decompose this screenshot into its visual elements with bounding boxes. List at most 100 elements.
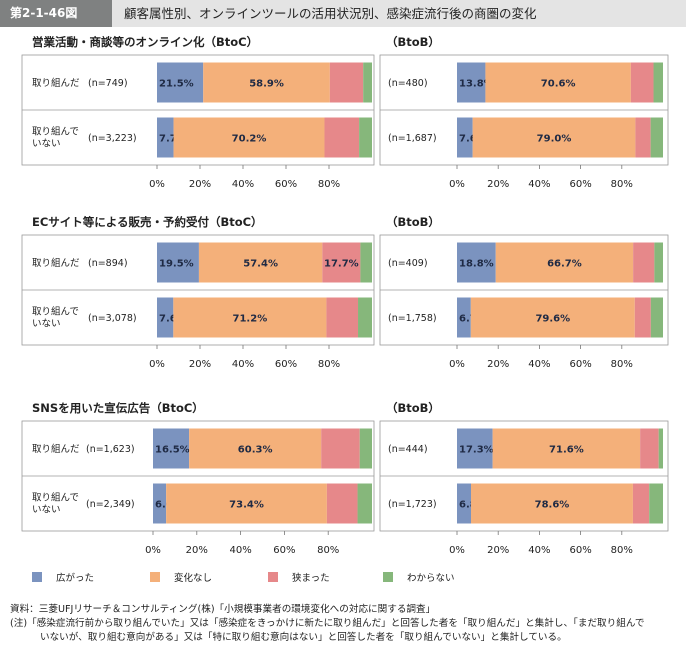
sample-size-label: (n=1,758) <box>388 313 437 324</box>
category-label-line-1: 取り組んで <box>32 126 79 138</box>
chart-panel-3: ECサイト等による販売・予約受付（BtoC） 取り組んだ (n=894) 19.5% 5… <box>21 215 375 370</box>
bar-segment-4 <box>649 483 663 524</box>
bar-segment-1 <box>457 428 493 469</box>
bar-segment-4 <box>650 297 663 338</box>
data-label: 57.4% <box>243 259 278 270</box>
chart-panel-5: SNSを用いた宣伝広告（BtoC） 取り組んだ (n=1,623) 16.5% 60.3… <box>21 401 375 556</box>
bar-segment-4 <box>654 242 663 283</box>
bar-segment-3 <box>321 428 360 469</box>
chart-title: （BtoB） <box>386 35 440 49</box>
chart-title: 営業活動・商談等のオンライン化（BtoC） <box>32 35 258 49</box>
bar-segment-3 <box>326 297 359 338</box>
bar-segment-1 <box>457 117 473 158</box>
bar-segment-1 <box>457 297 471 338</box>
bar-segment-1 <box>457 62 486 103</box>
data-label: 58.9% <box>249 79 284 90</box>
data-label: 78.6% <box>535 500 570 511</box>
data-label: 70.6% <box>541 79 576 90</box>
bar-segment-1 <box>157 117 174 158</box>
bar-segment-4 <box>360 242 372 283</box>
bar-segment-1 <box>157 242 199 283</box>
legend-label-2: 変化なし <box>174 572 212 584</box>
bar-segment-2 <box>495 242 634 283</box>
x-tick-label: 40% <box>232 179 254 190</box>
x-tick-label: 60% <box>275 359 297 370</box>
bar-segment-3 <box>632 483 650 524</box>
bar-segment-4 <box>658 428 663 469</box>
bar-segment-1 <box>153 428 190 469</box>
bar-segment-1 <box>157 62 204 103</box>
x-tick-label: 0% <box>449 545 465 556</box>
sample-size-label: (n=3,223) <box>88 133 137 144</box>
legend-label-3: 狭まった <box>292 572 330 584</box>
data-label: 79.0% <box>537 134 572 145</box>
bar-segment-1 <box>157 297 174 338</box>
legend-label-4: わからない <box>407 573 455 584</box>
x-tick-label: 0% <box>449 359 465 370</box>
data-label: 19.5% <box>159 259 194 270</box>
x-tick-label: 20% <box>189 179 211 190</box>
bar-segment-4 <box>359 428 372 469</box>
bar-segment-1 <box>153 483 167 524</box>
category-label: 取り組んでいない <box>32 306 79 330</box>
sample-size-label: (n=3,078) <box>88 313 137 324</box>
bar-segment-2 <box>485 62 631 103</box>
x-tick-label: 40% <box>528 179 550 190</box>
data-label: 71.6% <box>549 445 584 456</box>
x-tick-label: 60% <box>273 545 295 556</box>
chart-panel-1: 営業活動・商談等のオンライン化（BtoC） 取り組んだ (n=749) 21.5% 58… <box>21 35 375 190</box>
sample-size-label: (n=2,349) <box>86 499 135 510</box>
chart-panel-6: （BtoB）(n=444)17.3%71.6%(n=1,723)6.8%78.6… <box>379 401 669 556</box>
chart-panel-4: （BtoB）(n=409)18.8%66.7%(n=1,758)6.7%79.6… <box>379 215 669 370</box>
bar-segment-2 <box>189 428 322 469</box>
note-line-1: (注)「感染症流行前から取り組んでいた」又は「感染症をきっかけに新たに取り組んだ… <box>10 618 645 629</box>
data-label: 17.3% <box>459 445 494 456</box>
bar-segment-3 <box>322 242 361 283</box>
sample-size-label: (n=749) <box>88 78 128 89</box>
x-tick-label: 60% <box>569 359 591 370</box>
bar-segment-3 <box>324 117 360 158</box>
x-tick-label: 80% <box>318 179 340 190</box>
bar-segment-2 <box>471 483 633 524</box>
source-note: 資料：三菱UFJリサーチ＆コンサルティング(株)「小規模事業者の環境変化への対応… <box>10 604 436 615</box>
category-label-line-1: 取り組んで <box>32 306 79 318</box>
legend-swatch-1 <box>32 572 42 582</box>
footer-notes: 資料：三菱UFJリサーチ＆コンサルティング(株)「小規模事業者の環境変化への対応… <box>10 603 680 645</box>
bar-segment-3 <box>630 62 654 103</box>
bar-segment-4 <box>650 117 663 158</box>
bar-segment-2 <box>472 117 636 158</box>
x-tick-label: 20% <box>487 359 509 370</box>
x-tick-label: 20% <box>487 545 509 556</box>
chart-panel-2: （BtoB）(n=480)13.8%70.6%(n=1,687)7.6%79.0… <box>379 35 669 190</box>
category-label-line-2: いない <box>32 139 61 150</box>
data-label: 70.2% <box>232 134 267 145</box>
legend-swatch-2 <box>150 572 160 582</box>
bar-segment-3 <box>329 62 364 103</box>
chart-title: （BtoB） <box>386 401 440 415</box>
bar-segment-4 <box>357 483 372 524</box>
x-tick-label: 0% <box>449 179 465 190</box>
bar-segment-2 <box>198 242 323 283</box>
x-tick-label: 80% <box>317 545 339 556</box>
data-label: 66.7% <box>547 259 582 270</box>
x-tick-label: 0% <box>149 359 165 370</box>
bar-segment-4 <box>653 62 663 103</box>
x-tick-label: 40% <box>528 545 550 556</box>
bar-segment-3 <box>640 428 659 469</box>
x-tick-label: 40% <box>528 359 550 370</box>
bar-segment-2 <box>492 428 641 469</box>
data-label: 18.8% <box>459 259 494 270</box>
data-label: 79.6% <box>535 314 570 325</box>
x-tick-label: 0% <box>149 179 165 190</box>
data-label: 60.3% <box>238 445 273 456</box>
sample-size-label: (n=409) <box>388 258 428 269</box>
sample-size-label: (n=480) <box>388 78 428 89</box>
bar-segment-3 <box>633 242 655 283</box>
data-label: 73.4% <box>229 500 264 511</box>
category-label: 取り組んでいない <box>32 126 79 150</box>
bar-segment-1 <box>457 242 496 283</box>
bar-segment-4 <box>363 62 372 103</box>
sample-size-label: (n=1,623) <box>86 444 135 455</box>
legend-swatch-4 <box>383 572 393 582</box>
